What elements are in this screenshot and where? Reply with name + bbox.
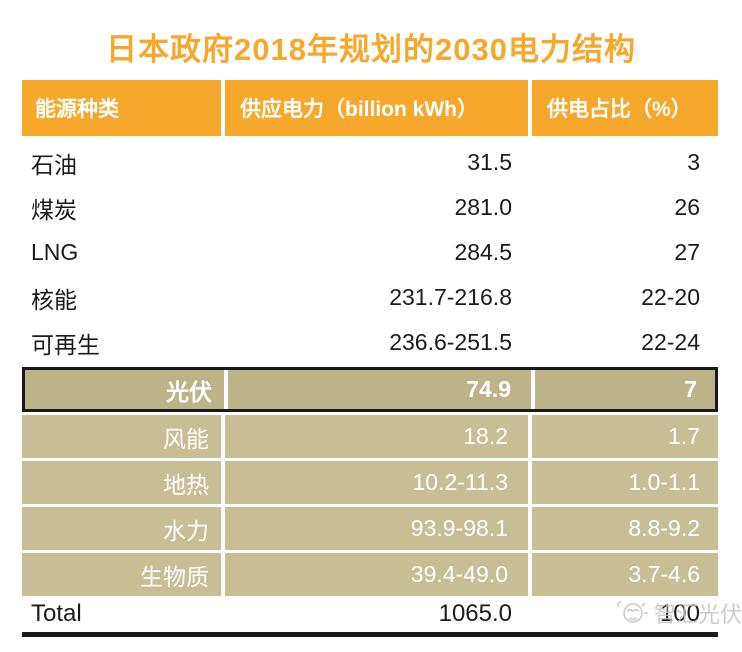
share-cell: 27: [674, 239, 700, 265]
supply-cell: 18.2: [225, 415, 532, 458]
energy-type-cell: 光伏: [25, 370, 228, 409]
table-row-水力: 水力 93.9-98.1 8.8-9.2: [22, 507, 718, 550]
header-cell-supply: 供应电力（billion kWh）: [225, 80, 532, 136]
energy-type-cell: 生物质: [22, 553, 225, 596]
table-row-风能: 风能 18.2 1.7: [22, 415, 718, 458]
table-row-石油: 石油 31.5 3: [22, 140, 718, 185]
energy-type-cell: 石油: [31, 151, 77, 178]
share-cell: 26: [674, 194, 700, 220]
total-supply-cell: 1065.0: [438, 600, 512, 627]
page-title: 日本政府2018年规划的2030电力结构: [106, 32, 636, 67]
share-cell: 22-20: [641, 284, 700, 310]
table-header-row: 能源种类 供应电力（billion kWh） 供电占比（%）: [22, 80, 718, 136]
share-cell: 22-24: [641, 329, 700, 355]
supply-cell: 281.0: [454, 194, 512, 220]
share-cell: 1.7: [668, 423, 700, 449]
share-cell: 3.7-4.6: [628, 561, 700, 587]
supply-cell: 39.4-49.0: [225, 553, 532, 596]
supply-cell: 231.7-216.8: [389, 284, 512, 310]
table-row-核能: 核能 231.7-216.8 22-20: [22, 275, 718, 320]
share-cell: 1.0-1.1: [628, 469, 700, 495]
share-cell: 3: [687, 149, 700, 175]
supply-cell: 74.9: [228, 370, 535, 409]
share-cell: 8.8-9.2: [628, 515, 700, 541]
share-cell: 7: [684, 376, 697, 402]
supply-cell: 284.5: [454, 239, 512, 265]
header-cell-share: 供电占比（%）: [547, 98, 692, 121]
table-row-地热: 地热 10.2-11.3 1.0-1.1: [22, 461, 718, 504]
supply-cell: 236.6-251.5: [389, 329, 512, 355]
table-row-光伏: 光伏 74.9 7: [22, 367, 718, 412]
supply-cell: 93.9-98.1: [225, 507, 532, 550]
energy-type-cell: LNG: [31, 239, 79, 265]
table-total-row: Total 1065.0 100: [22, 596, 718, 637]
header-cell-energy-type: 能源种类: [22, 80, 225, 136]
energy-type-cell: 核能: [31, 286, 77, 313]
total-share-cell: 100: [659, 600, 700, 627]
energy-type-cell: 可再生: [31, 331, 100, 358]
table-row-LNG: LNG 284.5 27: [22, 230, 718, 275]
electricity-structure-table: 能源种类 供应电力（billion kWh） 供电占比（%） 石油 31.5 3 煤炭…: [22, 80, 718, 637]
supply-cell: 31.5: [467, 149, 512, 175]
energy-type-cell: 风能: [22, 415, 225, 458]
energy-type-cell: 地热: [22, 461, 225, 504]
table-body: 石油 31.5 3 煤炭 281.0 26 LNG 284.5 27 核能 231.7-216.8 2…: [22, 140, 718, 596]
table-row-煤炭: 煤炭 281.0 26: [22, 185, 718, 230]
total-label-cell: Total: [31, 600, 82, 627]
energy-type-cell: 水力: [22, 507, 225, 550]
table-row-生物质: 生物质 39.4-49.0 3.7-4.6: [22, 553, 718, 596]
table-row-可再生: 可再生 236.6-251.5 22-24: [22, 320, 718, 365]
supply-cell: 10.2-11.3: [225, 461, 532, 504]
energy-type-cell: 煤炭: [31, 196, 77, 223]
